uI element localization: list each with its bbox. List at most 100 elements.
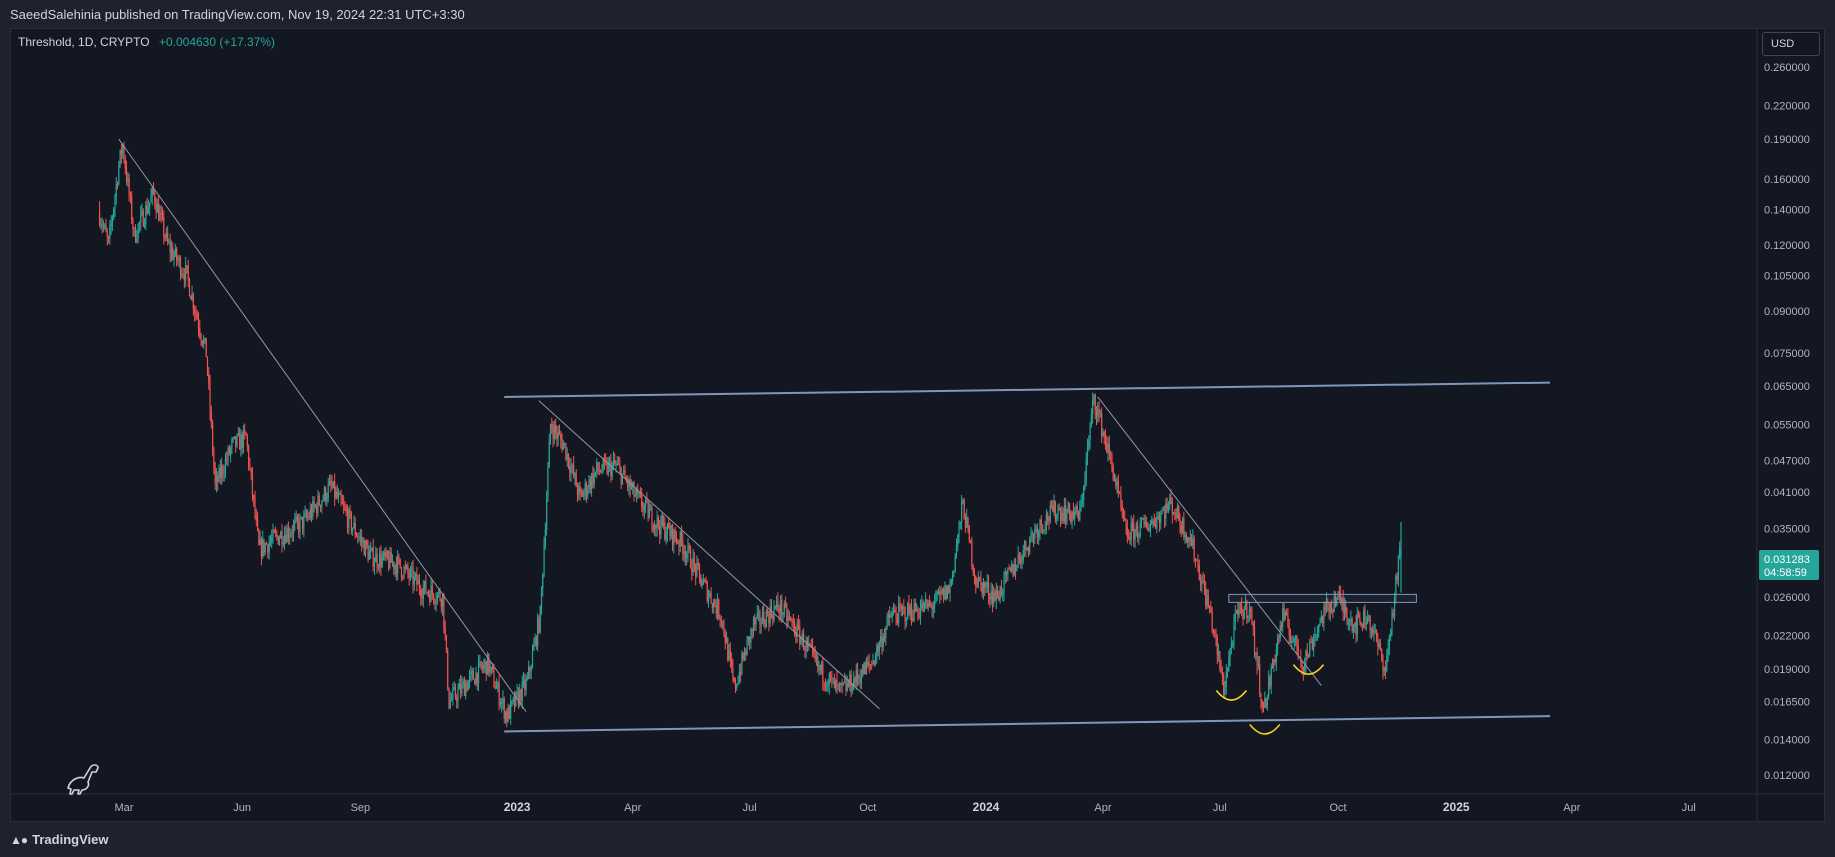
candle-body — [688, 545, 690, 550]
candle-body — [985, 586, 987, 589]
candle-body — [512, 697, 514, 701]
channel-line[interactable] — [504, 715, 1551, 733]
candle-body — [579, 486, 581, 492]
candle-body — [155, 204, 157, 213]
candle-body — [822, 662, 824, 683]
candle-body — [549, 424, 552, 441]
price-axis[interactable]: 0.260000 0.220000 0.190000 0.160000 0.140000… — [1764, 62, 1810, 782]
resistance-box[interactable] — [1228, 593, 1417, 603]
candle-body — [471, 671, 473, 673]
tradingview-brand[interactable]: ▲● TradingView — [10, 832, 108, 847]
candle-body — [804, 649, 806, 651]
candle-body — [860, 676, 863, 683]
candle-body — [787, 616, 789, 621]
candle-body — [1072, 511, 1074, 519]
candle-body — [931, 604, 933, 610]
candle-body — [138, 222, 140, 225]
y-tick-label: 0.140000 — [1764, 204, 1810, 216]
candle-body — [350, 513, 352, 531]
candle-body — [334, 481, 336, 498]
candle-body — [670, 525, 672, 537]
candle-body — [1099, 412, 1101, 414]
candle-body — [742, 653, 744, 660]
candle-body — [142, 210, 144, 227]
candle-body — [116, 183, 119, 185]
candle-body — [556, 431, 558, 439]
symbol-legend[interactable]: Threshold, 1D, CRYPTO +0.004630 (+17.37%… — [18, 35, 275, 49]
candle-body — [593, 472, 595, 485]
candle-body — [1273, 659, 1275, 667]
candle-body — [1247, 615, 1249, 618]
candle-body — [440, 599, 442, 607]
candle-body — [967, 517, 969, 526]
candle-body — [677, 542, 679, 544]
trendline[interactable] — [1097, 396, 1322, 686]
currency-button[interactable]: USD — [1762, 32, 1820, 56]
candle-body — [1149, 523, 1152, 528]
trendline[interactable] — [118, 138, 527, 712]
candle-body — [486, 653, 489, 675]
time-axis[interactable]: Mar Jun Sep 2023 Apr Jul Oct 2024 Apr Jul Oct 2025 A… — [114, 800, 1695, 814]
symbol-info: Threshold, 1D, CRYPTO — [18, 35, 150, 49]
candle-body — [840, 682, 842, 685]
candle-body — [1029, 539, 1031, 553]
candle-body — [195, 312, 197, 314]
candle-body — [697, 562, 699, 566]
drawings[interactable] — [118, 138, 1551, 735]
candle-body — [367, 546, 369, 560]
candle-body — [1065, 505, 1067, 522]
candle-body — [470, 671, 472, 675]
chart-pane[interactable] — [10, 28, 1825, 822]
candle-body — [668, 523, 670, 529]
candle-body — [772, 615, 774, 620]
candle-body — [316, 505, 318, 514]
candle-body — [711, 603, 713, 609]
candle-body — [752, 618, 755, 631]
candle-body — [1340, 593, 1342, 603]
candle-body — [335, 491, 337, 498]
candle-body — [172, 248, 174, 260]
candle-body — [1316, 632, 1319, 635]
candle-body — [1205, 588, 1207, 606]
candle-body — [994, 592, 996, 601]
candle-body — [876, 645, 878, 657]
candle-body — [700, 574, 702, 586]
candle-body — [133, 227, 135, 230]
candle-body — [731, 658, 733, 667]
candle-body — [330, 480, 332, 485]
candle-body — [873, 660, 875, 664]
candle-body — [280, 531, 282, 539]
candle-body — [352, 527, 354, 531]
candle-body — [583, 491, 585, 497]
candle-body — [107, 236, 110, 239]
candle-body — [1020, 557, 1022, 563]
candle-body — [309, 509, 311, 518]
candle-body — [963, 500, 965, 520]
candle-body — [1313, 639, 1315, 650]
y-tick-label: 0.026000 — [1764, 592, 1810, 604]
candle-body — [886, 616, 888, 628]
candle-body — [1246, 600, 1248, 618]
candle-body — [196, 313, 198, 320]
channel-line[interactable] — [504, 381, 1551, 398]
candle-body — [1243, 609, 1245, 620]
candle-body — [1022, 550, 1024, 561]
candle-body — [370, 549, 372, 552]
candle-body — [858, 677, 860, 679]
candle-body — [389, 551, 391, 569]
candle-body — [449, 700, 451, 708]
arc-marker[interactable] — [1249, 723, 1281, 735]
candle-body — [719, 618, 721, 620]
candle-body — [553, 424, 555, 439]
candle-body — [869, 664, 871, 666]
candle-body — [921, 603, 923, 608]
y-tick-label: 0.014000 — [1764, 735, 1810, 747]
arc-marker[interactable] — [1215, 690, 1248, 701]
candle-body — [104, 225, 106, 227]
candle-body — [438, 591, 440, 594]
arc-marker[interactable] — [1292, 664, 1325, 675]
candle-body — [1301, 661, 1303, 668]
candle-body — [608, 461, 611, 463]
trendline[interactable] — [538, 400, 880, 710]
